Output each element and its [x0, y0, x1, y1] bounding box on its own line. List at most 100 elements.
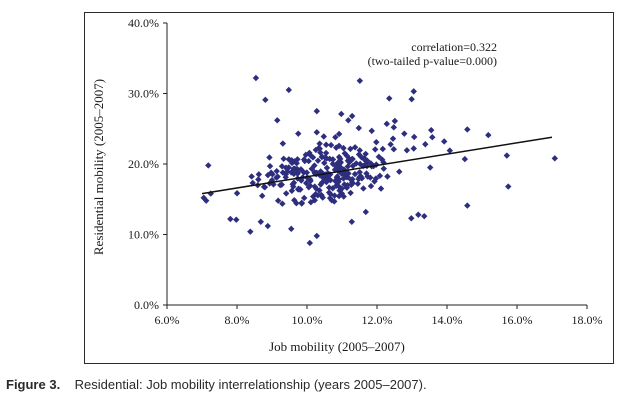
x-tick-label: 16.0%: [502, 313, 533, 327]
scatter-chart: 6.0% 8.0% 10.0% 12.0% 14.0% 16.0% 18.0% 0.0% 10.…: [91, 16, 603, 354]
data-point: [401, 130, 408, 137]
data-point: [354, 180, 362, 187]
data-point: [312, 146, 320, 154]
y-tick-label: 10.0%: [128, 228, 159, 242]
figure-caption: Figure 3. Residential: Job mobility inte…: [6, 377, 616, 392]
data-point: [375, 153, 383, 161]
data-point: [345, 117, 352, 124]
data-point: [384, 173, 391, 180]
data-point: [290, 179, 298, 186]
data-point: [326, 194, 334, 202]
data-point: [303, 179, 310, 187]
data-point: [408, 95, 415, 103]
data-point: [258, 192, 266, 200]
data-point: [264, 171, 272, 179]
data-point: [327, 141, 335, 149]
data-point: [257, 218, 264, 226]
data-point: [355, 151, 363, 158]
data-point: [279, 169, 287, 176]
data-point: [293, 159, 300, 167]
data-point: [277, 181, 284, 189]
data-point: [294, 169, 301, 176]
data-point: [344, 157, 352, 164]
p-value-annotation: (two-tailed p-value=0.000): [368, 54, 497, 68]
data-point: [344, 173, 351, 181]
data-point: [332, 134, 339, 141]
data-point: [362, 208, 369, 216]
data-point: [320, 133, 327, 140]
data-point: [274, 197, 282, 204]
x-tick-label: 8.0%: [225, 313, 250, 327]
data-point: [355, 124, 362, 132]
data-point: [298, 199, 305, 206]
data-point: [321, 159, 328, 167]
x-tick-label: 18.0%: [572, 313, 603, 327]
data-point: [252, 74, 260, 82]
data-point: [344, 163, 352, 170]
data-point: [415, 211, 422, 218]
data-point: [386, 95, 393, 102]
chart-frame: 6.0% 8.0% 10.0% 12.0% 14.0% 16.0% 18.0% 0.0% 10.…: [84, 12, 614, 364]
data-point: [288, 187, 296, 194]
data-point: [295, 185, 302, 192]
data-point: [421, 212, 428, 220]
data-point: [280, 155, 287, 162]
data-point: [551, 155, 558, 162]
data-point: [408, 215, 415, 222]
data-point: [273, 174, 280, 181]
data-point: [344, 181, 351, 189]
data-point: [279, 200, 286, 207]
y-tick-label: 0.0%: [134, 298, 159, 312]
data-point: [312, 190, 319, 198]
data-point: [282, 190, 290, 197]
data-point: [351, 144, 359, 151]
data-point: [348, 181, 355, 188]
data-point: [428, 126, 435, 134]
data-point: [376, 172, 384, 180]
data-point: [282, 174, 289, 181]
data-point: [368, 127, 375, 135]
data-point: [348, 218, 355, 226]
data-point: [461, 155, 469, 163]
data-point: [311, 197, 318, 204]
data-point: [373, 138, 380, 146]
data-point: [396, 168, 403, 175]
data-point: [279, 140, 287, 147]
data-point: [288, 157, 295, 164]
data-point: [335, 176, 343, 183]
data-point: [233, 190, 241, 197]
data-point: [255, 176, 262, 183]
data-point: [364, 173, 371, 180]
data-point: [298, 177, 305, 184]
data-point: [337, 159, 344, 167]
data-point: [248, 173, 255, 180]
data-point: [335, 130, 343, 138]
data-point: [262, 96, 269, 104]
data-point: [309, 154, 317, 161]
data-point: [205, 162, 212, 169]
data-point: [318, 153, 326, 160]
x-tick-label: 14.0%: [432, 313, 463, 327]
data-point: [379, 145, 386, 153]
data-point: [429, 134, 436, 141]
data-point: [503, 152, 511, 159]
data-point: [347, 189, 354, 197]
data-point: [364, 157, 371, 164]
data-point: [319, 194, 326, 201]
data-point: [336, 183, 343, 191]
data-point: [305, 157, 312, 165]
data-point: [255, 171, 263, 178]
data-point: [305, 184, 313, 191]
data-point: [288, 225, 295, 233]
data-point: [403, 147, 411, 154]
data-point: [284, 168, 291, 175]
data-point: [274, 117, 281, 124]
data-point: [367, 182, 375, 190]
data-point: [270, 181, 277, 188]
data-point: [383, 120, 390, 128]
data-point: [266, 154, 273, 161]
data-point: [338, 110, 345, 118]
data-point: [410, 133, 418, 141]
data-point: [351, 170, 359, 178]
data-point: [326, 155, 333, 163]
